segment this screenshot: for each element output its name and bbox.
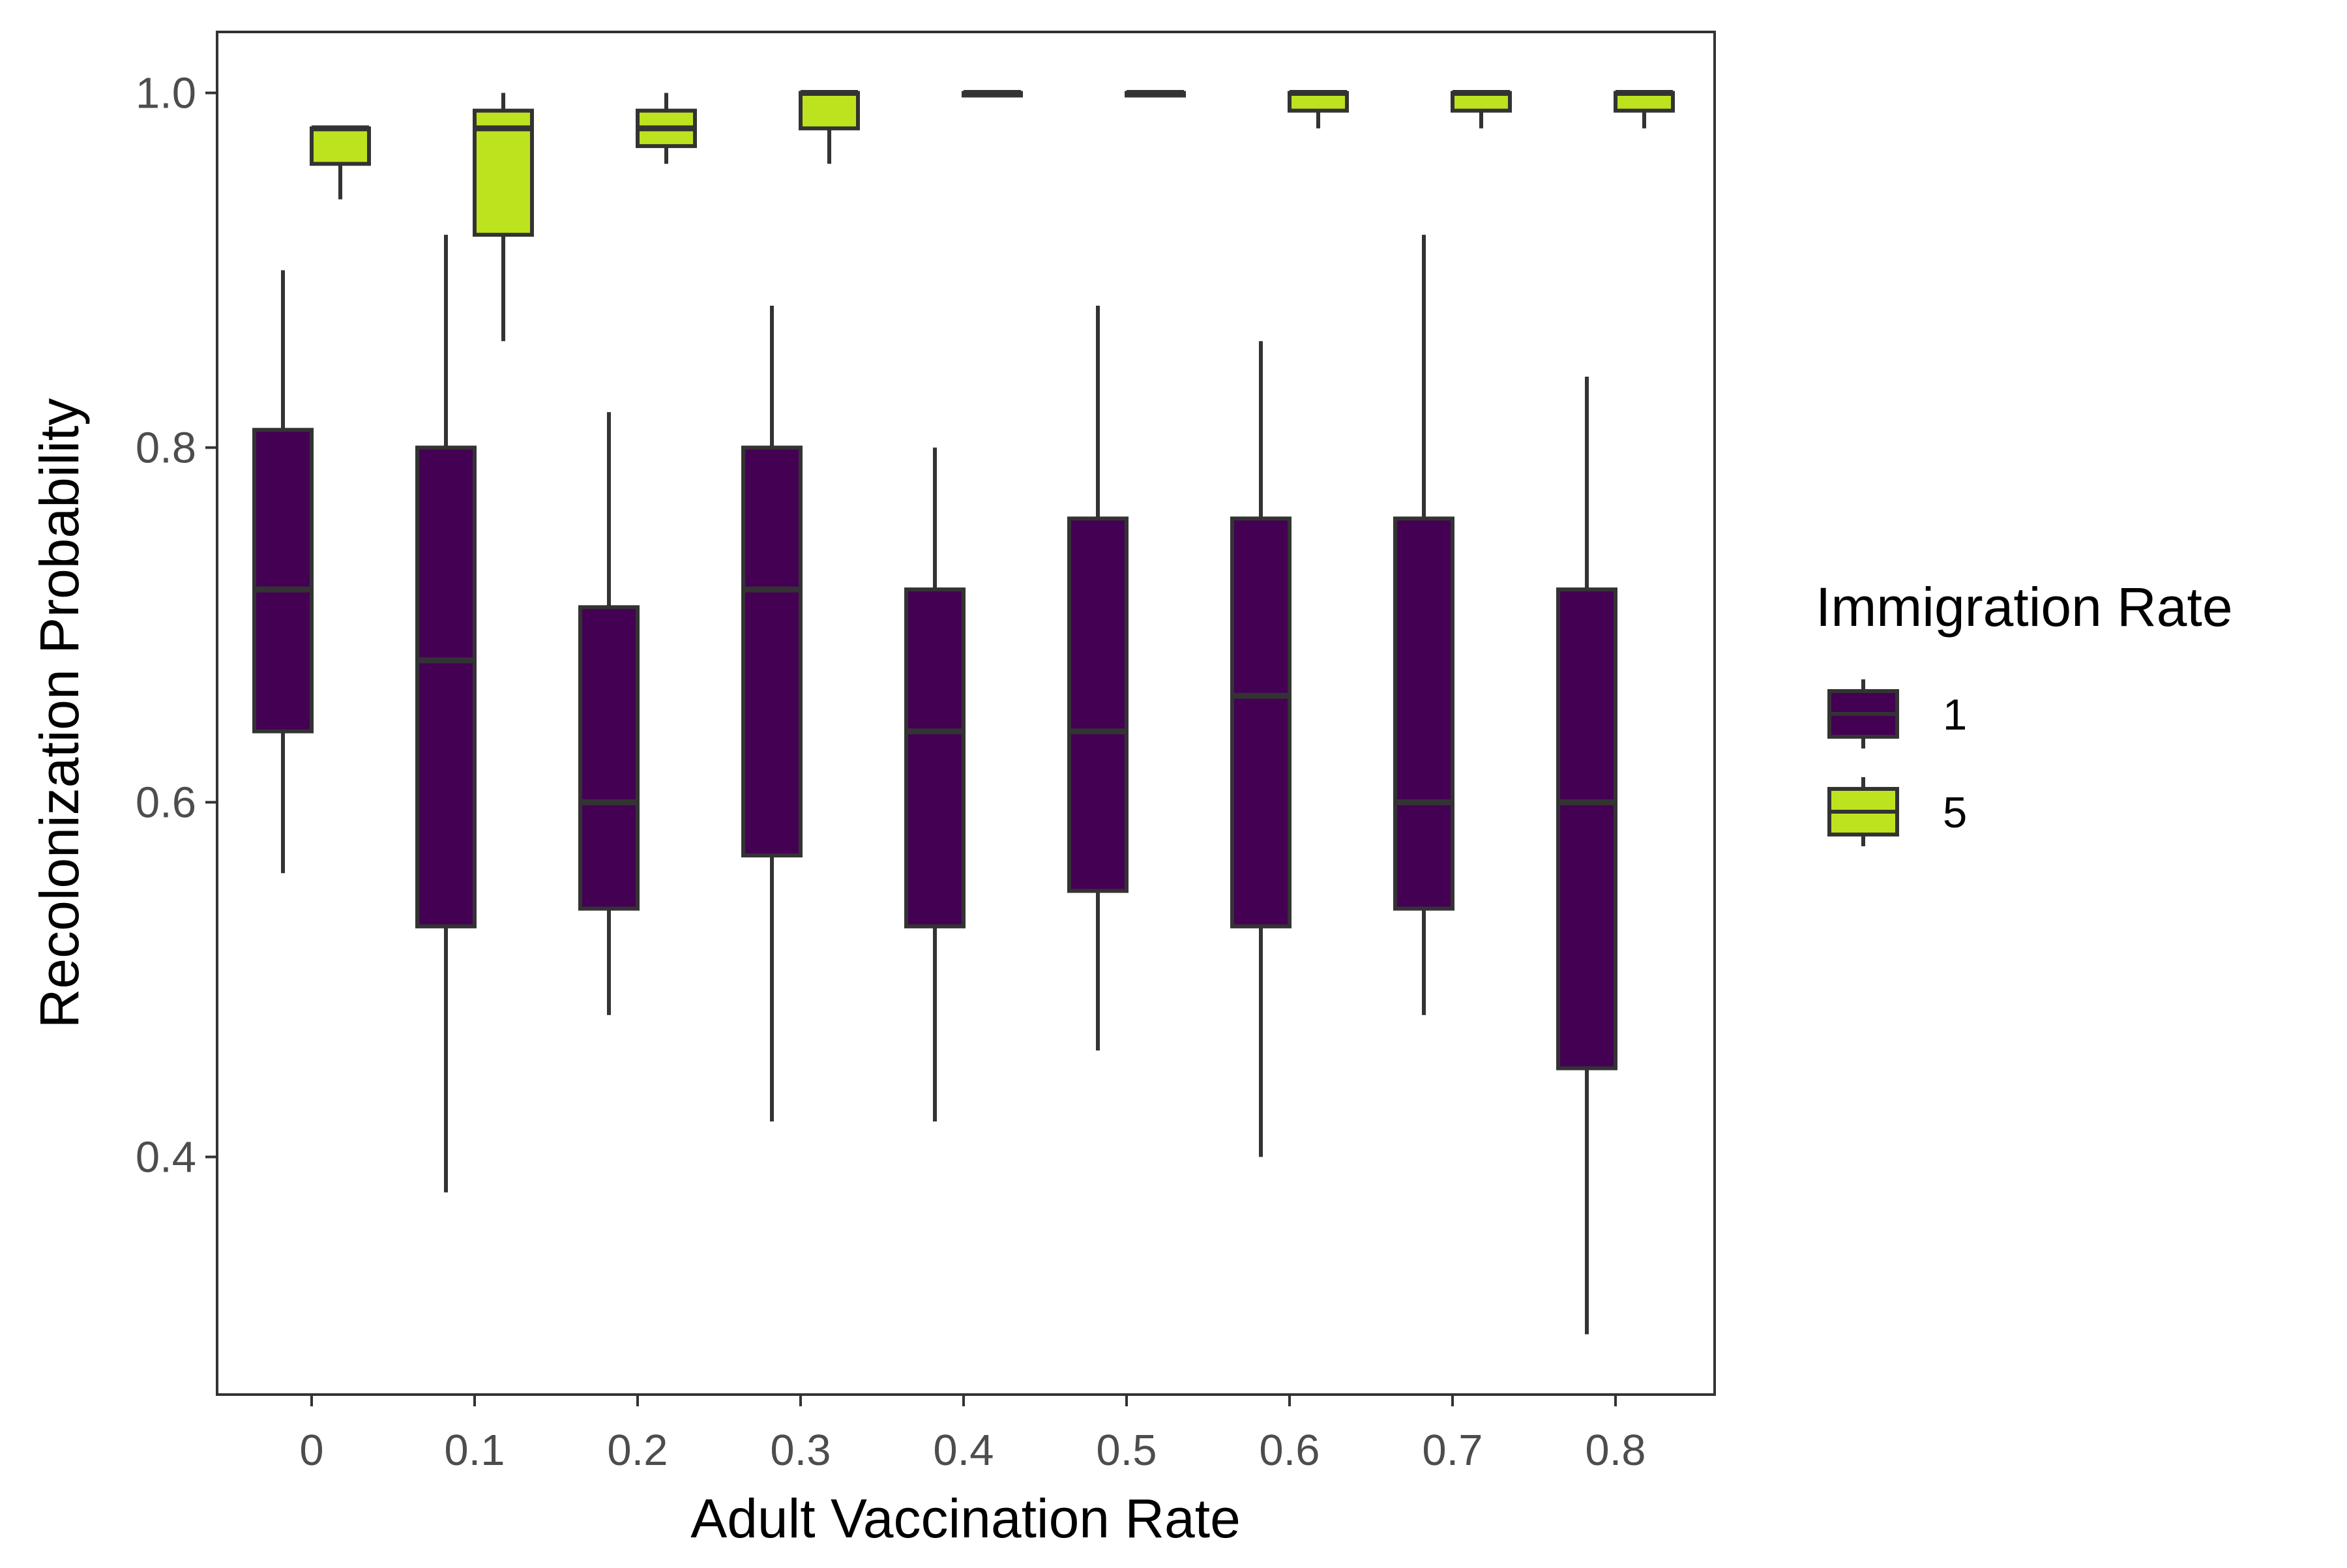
x-tick-label: 0.1 — [444, 1426, 505, 1475]
series-1 — [252, 235, 1617, 1335]
box-iqr — [1451, 91, 1512, 113]
box-iqr — [578, 605, 640, 911]
x-tick-label: 0.4 — [933, 1426, 994, 1475]
box-iqr — [252, 428, 314, 733]
y-tick-label: 0.4 — [136, 1133, 196, 1182]
legend-title: Immigration Rate — [1816, 576, 2233, 638]
box-iqr — [1556, 587, 1617, 1071]
box-iqr — [310, 126, 371, 166]
axes-layer: 0.4 0.6 0.8 1.0 0 0.1 0.2 0.3 0.4 0.5 0.6 0.7 0.8 — [136, 69, 1646, 1475]
legend-label: 1 — [1943, 690, 1967, 739]
box-iqr — [741, 445, 803, 858]
legend-label: 5 — [1943, 788, 1967, 837]
y-axis-title: Recolonization Probability — [29, 398, 90, 1029]
x-tick-label: 0.7 — [1422, 1426, 1483, 1475]
x-tick-label: 0.8 — [1585, 1426, 1646, 1475]
x-axis-title: Adult Vaccination Rate — [690, 1488, 1241, 1549]
box-iqr — [473, 108, 534, 237]
legend: Immigration Rate 1 5 — [1816, 576, 2233, 846]
y-tick-label: 0.6 — [136, 778, 196, 827]
box-iqr — [1230, 516, 1292, 928]
series-5 — [310, 90, 1675, 342]
y-tick-label: 0.8 — [136, 424, 196, 473]
plot-panel-border — [216, 31, 1716, 1396]
legend-item-5: 5 — [1827, 777, 1967, 846]
box-iqr — [799, 91, 860, 130]
x-tick-label: 0.5 — [1096, 1426, 1157, 1475]
x-tick-label: 0.2 — [607, 1426, 668, 1475]
x-tick-label: 0.6 — [1259, 1426, 1320, 1475]
box-iqr — [1393, 516, 1454, 911]
box-iqr — [415, 445, 477, 928]
legend-item-1: 1 — [1827, 679, 1967, 748]
box-iqr — [1067, 516, 1129, 893]
box-iqr — [904, 587, 966, 928]
x-tick-label: 0 — [299, 1426, 323, 1475]
boxes-layer — [252, 90, 1675, 1335]
y-tick-label: 1.0 — [136, 69, 196, 118]
x-tick-label: 0.3 — [770, 1426, 831, 1475]
